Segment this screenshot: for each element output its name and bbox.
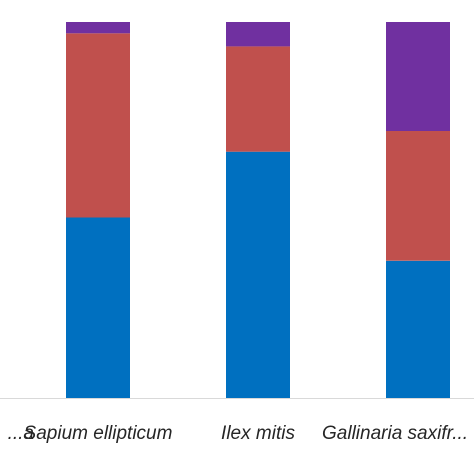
bar-segment-3-0 [386,260,450,398]
bars-layer [66,22,450,398]
x-tick-label-2: Ilex mitis [221,423,295,444]
x-tick-label-3: Gallinaria saxifr... [322,423,468,444]
x-tick-label-1: Sapium ellipticum [24,423,173,444]
bar-segment-1-2 [66,22,130,34]
bar-segment-2-0 [226,151,290,398]
bar-segment-2-1 [226,46,290,152]
bar-segment-3-1 [386,131,450,261]
bar-segment-2-2 [226,22,290,47]
bar-segment-1-1 [66,33,130,218]
bar-segment-3-2 [386,22,450,131]
x-tick-label-0: ...a [8,423,34,444]
bar-segment-1-0 [66,217,130,398]
